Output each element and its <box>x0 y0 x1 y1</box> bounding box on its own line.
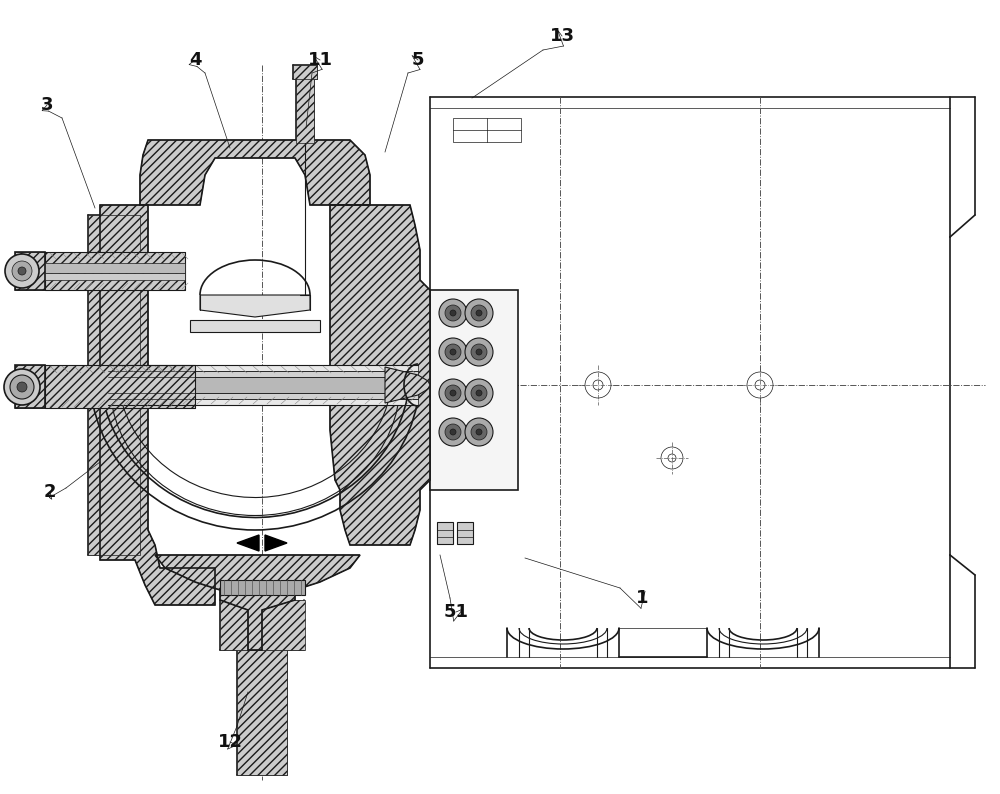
Polygon shape <box>100 205 215 605</box>
Circle shape <box>12 261 32 281</box>
Circle shape <box>593 380 603 390</box>
Bar <box>45 252 185 290</box>
Polygon shape <box>385 367 430 403</box>
Circle shape <box>17 382 27 392</box>
Circle shape <box>471 305 487 321</box>
Circle shape <box>471 424 487 440</box>
Circle shape <box>439 299 467 327</box>
Bar <box>45 365 195 408</box>
Text: 5: 5 <box>412 51 424 69</box>
Bar <box>15 365 45 408</box>
Polygon shape <box>200 295 310 317</box>
Polygon shape <box>265 535 287 551</box>
Circle shape <box>445 344 461 360</box>
Bar <box>457 522 473 544</box>
Bar <box>45 263 185 273</box>
Circle shape <box>5 254 39 288</box>
Circle shape <box>476 349 482 355</box>
Text: 13: 13 <box>550 27 574 45</box>
Circle shape <box>439 338 467 366</box>
Circle shape <box>465 418 493 446</box>
Bar <box>15 365 45 408</box>
Circle shape <box>18 267 26 275</box>
Bar <box>437 522 453 544</box>
Circle shape <box>450 310 456 316</box>
Circle shape <box>668 454 676 462</box>
Circle shape <box>439 379 467 407</box>
Circle shape <box>445 424 461 440</box>
Text: 51: 51 <box>444 603 468 621</box>
Circle shape <box>661 447 683 469</box>
Bar <box>45 365 195 408</box>
Circle shape <box>10 375 34 399</box>
Bar <box>108 371 418 399</box>
Polygon shape <box>237 535 259 551</box>
Circle shape <box>476 310 482 316</box>
Circle shape <box>439 418 467 446</box>
Bar <box>15 252 45 290</box>
Bar <box>296 75 314 143</box>
Circle shape <box>445 385 461 401</box>
Circle shape <box>755 380 765 390</box>
Circle shape <box>747 372 773 398</box>
Bar <box>220 580 305 595</box>
Bar <box>220 600 305 650</box>
Circle shape <box>450 429 456 435</box>
Text: 1: 1 <box>636 589 648 607</box>
Text: 12: 12 <box>218 733 242 751</box>
Bar <box>45 252 185 290</box>
Circle shape <box>476 390 482 396</box>
Text: 2: 2 <box>44 483 56 501</box>
Circle shape <box>476 429 482 435</box>
Circle shape <box>465 299 493 327</box>
Polygon shape <box>155 555 360 650</box>
Polygon shape <box>140 140 370 205</box>
Circle shape <box>445 305 461 321</box>
Text: 11: 11 <box>308 51 332 69</box>
Bar <box>108 377 418 393</box>
Bar <box>453 118 521 142</box>
Text: 4: 4 <box>189 51 201 69</box>
Bar <box>108 365 418 405</box>
Circle shape <box>450 390 456 396</box>
Circle shape <box>465 379 493 407</box>
Circle shape <box>471 385 487 401</box>
Bar <box>237 650 287 775</box>
Polygon shape <box>330 205 430 545</box>
Bar <box>293 65 317 79</box>
Bar <box>190 320 320 332</box>
Bar <box>430 290 518 490</box>
Circle shape <box>4 369 40 405</box>
Text: 3: 3 <box>41 96 53 114</box>
Circle shape <box>450 349 456 355</box>
Circle shape <box>471 344 487 360</box>
Bar <box>15 252 45 290</box>
Circle shape <box>585 372 611 398</box>
Bar <box>45 273 185 280</box>
Bar <box>88 215 140 555</box>
Circle shape <box>465 338 493 366</box>
